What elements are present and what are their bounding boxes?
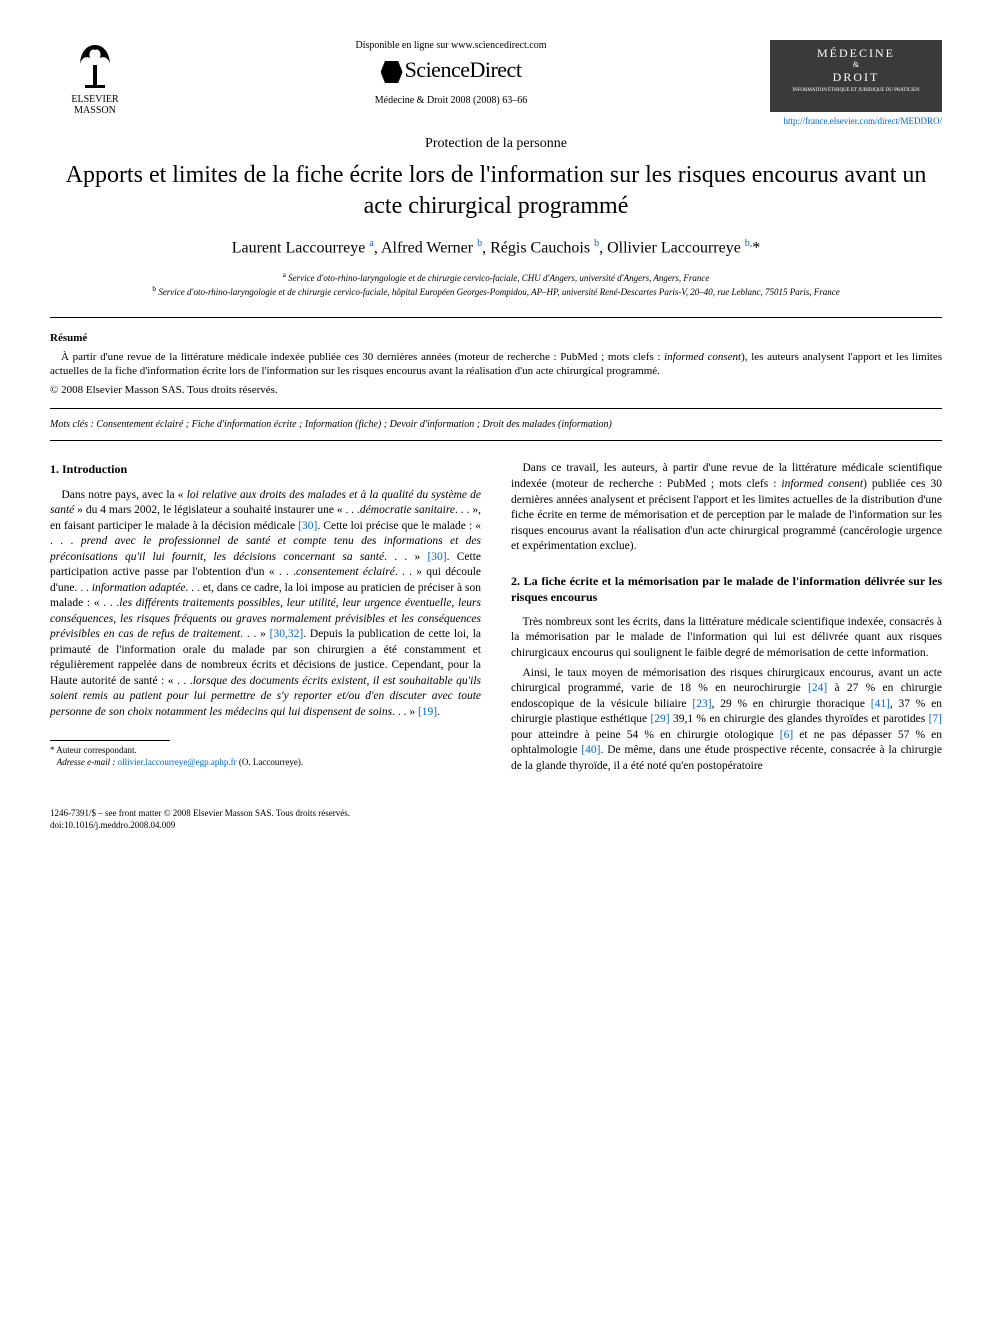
abstract-text: À partir d'une revue de la littérature m… xyxy=(50,350,942,379)
authors: Laurent Laccourreye a, Alfred Werner b, … xyxy=(50,238,942,257)
left-column: 1. Introduction Dans notre pays, avec la… xyxy=(50,461,481,778)
section-2-para-1: Très nombreux sont les écrits, dans la l… xyxy=(511,615,942,662)
rule-mid xyxy=(50,408,942,409)
journal-reference: Médecine & Droit 2008 (2008) 63–66 xyxy=(140,95,762,106)
journal-title-1: MÉDECINE xyxy=(776,46,936,60)
sciencedirect-logo: ScienceDirect xyxy=(140,57,762,83)
section-2-para-2: Ainsi, le taux moyen de mémorisation des… xyxy=(511,666,942,775)
article-title: Apports et limites de la fiche écrite lo… xyxy=(50,160,942,222)
journal-cover-box: MÉDECINE & DROIT INFORMATION ÉTHIQUE ET … xyxy=(762,40,942,126)
section-2-heading: 2. La fiche écrite et la mémorisation pa… xyxy=(511,573,942,605)
sciencedirect-name: ScienceDirect xyxy=(405,57,522,82)
affiliations: a Service d'oto-rhino-laryngologie et de… xyxy=(50,270,942,299)
journal-ampersand: & xyxy=(776,60,936,70)
rule-bottom xyxy=(50,440,942,441)
abstract-heading: Résumé xyxy=(50,332,942,344)
affiliation-a: a Service d'oto-rhino-laryngologie et de… xyxy=(50,270,942,285)
issn-line: 1246-7391/$ – see front matter © 2008 El… xyxy=(50,808,942,820)
center-header: Disponible en ligne sur www.sciencedirec… xyxy=(140,40,762,106)
section-1-para-2: Dans ce travail, les auteurs, à partir d… xyxy=(511,461,942,554)
right-column: Dans ce travail, les auteurs, à partir d… xyxy=(511,461,942,778)
email-person: (O. Laccourreye). xyxy=(239,757,303,767)
section-1-para-1: Dans notre pays, avec la « loi relative … xyxy=(50,488,481,721)
article-category: Protection de la personne xyxy=(50,136,942,152)
keywords: Mots clés : Consentement éclairé ; Fiche… xyxy=(50,419,942,430)
journal-cover: MÉDECINE & DROIT INFORMATION ÉTHIQUE ET … xyxy=(770,40,942,112)
available-online-text: Disponible en ligne sur www.sciencedirec… xyxy=(140,40,762,51)
footnote-corresponding: * Auteur correspondant. xyxy=(50,745,481,757)
doi-line: doi:10.1016/j.meddro.2008.04.009 xyxy=(50,820,942,832)
body-columns: 1. Introduction Dans notre pays, avec la… xyxy=(50,461,942,778)
keywords-label: Mots clés : xyxy=(50,419,94,430)
email-link[interactable]: ollivier.laccourreye@egp.aphp.fr xyxy=(118,757,237,767)
journal-title-2: DROIT xyxy=(776,70,936,84)
footnote-rule xyxy=(50,740,170,741)
section-1-heading: 1. Introduction xyxy=(50,461,481,477)
copyright-line: © 2008 Elsevier Masson SAS. Tous droits … xyxy=(50,384,942,396)
sciencedirect-icon xyxy=(381,61,403,83)
publisher-name: ELSEVIER MASSON xyxy=(50,94,140,116)
email-label: Adresse e-mail : xyxy=(57,757,116,767)
page-footer: 1246-7391/$ – see front matter © 2008 El… xyxy=(50,808,942,831)
elsevier-tree-icon xyxy=(70,40,120,90)
publisher-logo: ELSEVIER MASSON xyxy=(50,40,140,116)
header-row: ELSEVIER MASSON Disponible en ligne sur … xyxy=(50,40,942,126)
journal-subtitle: INFORMATION ÉTHIQUE ET JURIDIQUE DU PRAT… xyxy=(776,88,936,94)
keywords-text: Consentement éclairé ; Fiche d'informati… xyxy=(96,419,611,430)
rule-top xyxy=(50,317,942,318)
footnote-email: Adresse e-mail : ollivier.laccourreye@eg… xyxy=(50,757,481,769)
journal-url[interactable]: http://france.elsevier.com/direct/MEDDRO… xyxy=(762,116,942,126)
affiliation-b: b Service d'oto-rhino-laryngologie et de… xyxy=(50,284,942,299)
